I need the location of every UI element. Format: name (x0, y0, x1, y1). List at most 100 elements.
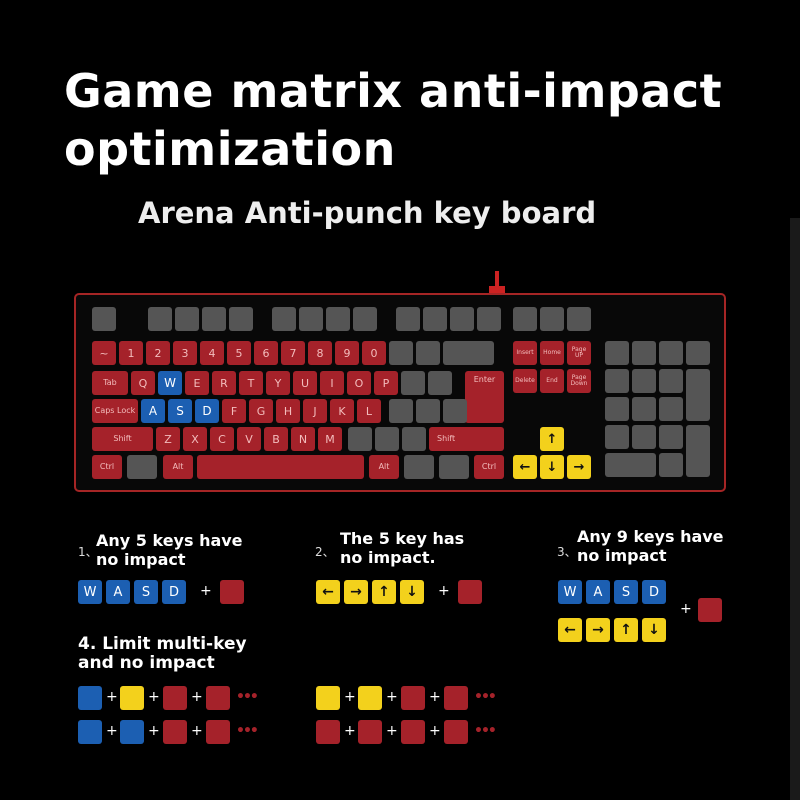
key-z: Z (156, 427, 180, 451)
plus: + (191, 689, 203, 705)
key-6: 6 (254, 341, 278, 365)
legend-1-key-any (220, 580, 244, 604)
key-d: D (195, 399, 219, 423)
key-m: M (318, 427, 342, 451)
key-equals (416, 341, 440, 365)
key-num-3 (659, 425, 683, 449)
key-l: L (357, 399, 381, 423)
key-u: U (293, 371, 317, 395)
key-capslock: Caps Lock (92, 399, 138, 423)
legend-2-key-left: ← (316, 580, 340, 604)
keyboard: ~ 1 2 3 4 5 6 7 8 9 0 Tab Q W E R T Y U … (74, 293, 726, 492)
key-f12 (477, 307, 501, 331)
key-numlock (605, 341, 629, 365)
legend-4-title: 4. Limit multi-key and no impact (78, 634, 247, 673)
plus: + (191, 723, 203, 739)
key-f11 (450, 307, 474, 331)
key-tilde: ~ (92, 341, 116, 365)
key-pause (567, 307, 591, 331)
key-r: R (212, 371, 236, 395)
legend-4-combo-2-key-3 (163, 720, 187, 744)
page-title: Game matrix anti-impact optimization (64, 64, 723, 176)
legend-2-key-right: → (344, 580, 368, 604)
key-pagedown: Page Down (567, 369, 591, 393)
plus: + (344, 689, 356, 705)
key-f2 (175, 307, 199, 331)
legend-3-key-up: ↑ (614, 618, 638, 642)
key-9: 9 (335, 341, 359, 365)
plus: + (344, 723, 356, 739)
key-c: C (210, 427, 234, 451)
key-menu (439, 455, 469, 479)
legend-1-number: 1、 (78, 545, 98, 559)
keyboard-cable-plug (489, 286, 505, 294)
edge-strip (790, 218, 800, 800)
key-i: I (320, 371, 344, 395)
key-rshift: Shift (429, 427, 504, 451)
key-f: F (222, 399, 246, 423)
plus: + (386, 723, 398, 739)
key-s: S (168, 399, 192, 423)
key-w: W (158, 371, 182, 395)
key-0: 0 (362, 341, 386, 365)
key-home: Home (540, 341, 564, 365)
key-y: Y (266, 371, 290, 395)
key-rbracket (428, 371, 452, 395)
key-5: 5 (227, 341, 251, 365)
legend-4-combo-2-key-1 (78, 720, 102, 744)
key-quote (416, 399, 440, 423)
legend-2-number: 2、 (315, 545, 335, 559)
key-tab: Tab (92, 371, 128, 395)
legend-2-key-up: ↑ (372, 580, 396, 604)
legend-4-combo-2-key-2 (120, 720, 144, 744)
legend-4-combo-4-key-4 (444, 720, 468, 744)
key-rwin (404, 455, 434, 479)
key-h: H (276, 399, 300, 423)
legend-4-combo-3-key-3 (401, 686, 425, 710)
legend-4-combo-1-key-3 (163, 686, 187, 710)
key-8: 8 (308, 341, 332, 365)
legend-4-combo-1-more: ••• (236, 689, 259, 705)
key-minus (389, 341, 413, 365)
key-delete: Delete (513, 369, 537, 393)
plus: + (106, 723, 118, 739)
key-num-multiply (659, 341, 683, 365)
key-f3 (202, 307, 226, 331)
legend-3-key-a: A (586, 580, 610, 604)
key-num-plus (686, 369, 710, 421)
key-n: N (291, 427, 315, 451)
legend-4-combo-3-key-4 (444, 686, 468, 710)
key-f5 (272, 307, 296, 331)
key-b: B (264, 427, 288, 451)
legend-3-key-right: → (586, 618, 610, 642)
key-3: 3 (173, 341, 197, 365)
plus: + (106, 689, 118, 705)
keyboard-cable (495, 271, 499, 291)
legend-4-combo-3-key-2 (358, 686, 382, 710)
key-num-4 (605, 397, 629, 421)
key-f7 (326, 307, 350, 331)
legend-3-key-w: W (558, 580, 582, 604)
key-esc (92, 307, 116, 331)
key-e: E (185, 371, 209, 395)
legend-4-combo-3-key-1 (316, 686, 340, 710)
key-print (513, 307, 537, 331)
legend-4-combo-1-key-2 (120, 686, 144, 710)
key-t: T (239, 371, 263, 395)
legend-1-key-d: D (162, 580, 186, 604)
key-num-6 (659, 397, 683, 421)
legend-3-key-down: ↓ (642, 618, 666, 642)
key-j: J (303, 399, 327, 423)
key-lwin (127, 455, 157, 479)
key-f1 (148, 307, 172, 331)
key-g: G (249, 399, 273, 423)
key-k: K (330, 399, 354, 423)
key-end: End (540, 369, 564, 393)
key-lshift: Shift (92, 427, 153, 451)
plus: + (148, 689, 160, 705)
key-num-8 (632, 369, 656, 393)
legend-1-key-w: W (78, 580, 102, 604)
legend-4-combo-4-key-3 (401, 720, 425, 744)
key-comma (348, 427, 372, 451)
key-enter: Enter (465, 371, 504, 423)
